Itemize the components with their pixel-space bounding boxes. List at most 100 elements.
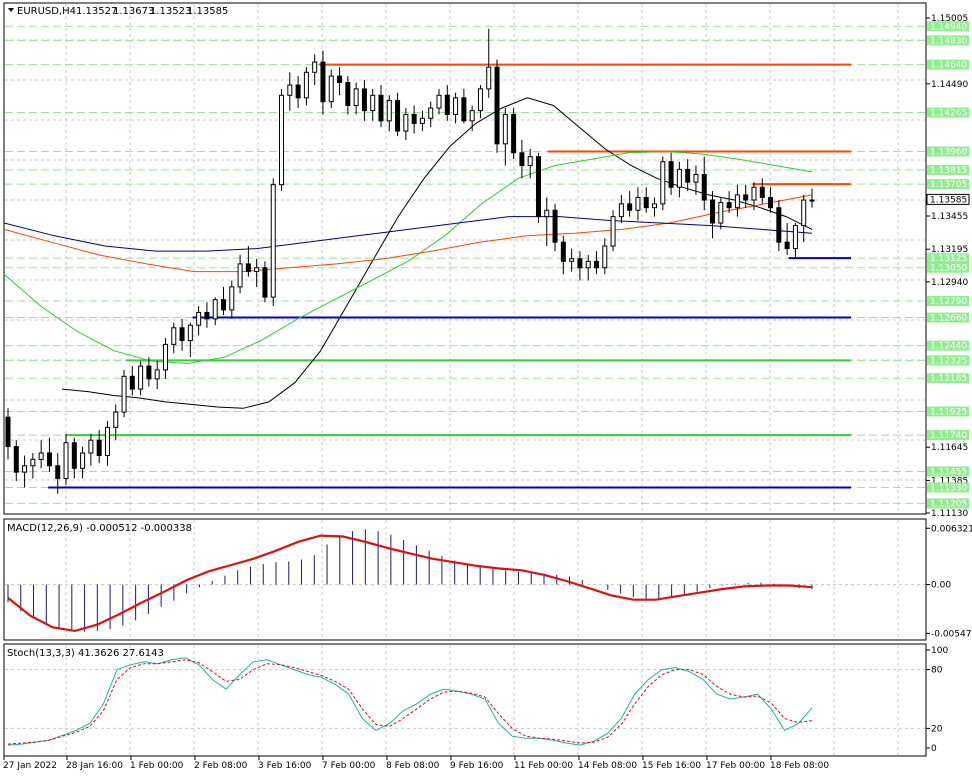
macd-label: MACD(12,26,9) -0.000512 -0.000338 xyxy=(7,523,192,534)
candle-body xyxy=(96,439,102,457)
symbol-label: EURUSD,H4 xyxy=(17,6,76,17)
candle-body xyxy=(560,241,566,262)
candle-body xyxy=(71,442,77,469)
x-tick-label: 8 Feb 08:00 xyxy=(386,761,440,771)
ohlc-high: 1.13673 xyxy=(113,6,154,17)
macd-pane: 0.006321 0.00 -0.005476 MACD(12,26,9) -0.0… xyxy=(3,518,972,641)
candle-body xyxy=(320,61,326,103)
y-tick-label: 0 xyxy=(931,744,937,754)
level-tag xyxy=(927,35,969,46)
ma-navy xyxy=(3,216,813,252)
y-tick-label: -0.005476 xyxy=(931,629,972,639)
x-tick-label: 17 Feb 00:00 xyxy=(706,761,765,771)
level-tag-label: 1.13050 xyxy=(930,264,967,274)
level-tag xyxy=(927,430,969,441)
candle-body xyxy=(146,365,152,380)
level-tag xyxy=(927,59,969,70)
candle-body xyxy=(328,75,334,103)
level-tag-label: 1.12660 xyxy=(930,314,967,324)
candle-body xyxy=(801,199,807,227)
level-tag xyxy=(927,179,969,190)
level-tag-label: 1.11330 xyxy=(930,483,967,493)
candle-body xyxy=(403,113,409,132)
candle-body xyxy=(279,94,285,186)
main-pane: 1.15005 1.14490 1.13455 1.13195 1.12940 1.116… xyxy=(3,2,970,519)
candle-body xyxy=(535,156,541,218)
candle-body xyxy=(618,203,624,218)
time-axis: 27 Jan 2022 28 Jan 16:00 1 Feb 00:00 2 Feb … xyxy=(3,756,829,771)
level-tag-label: 1.11740 xyxy=(930,431,967,441)
level-tag xyxy=(927,146,969,157)
candle-body xyxy=(187,324,193,342)
candle-body xyxy=(734,194,740,209)
level-tag xyxy=(927,406,969,417)
x-tick-label: 7 Feb 00:00 xyxy=(322,761,376,771)
x-tick-label: 14 Feb 08:00 xyxy=(578,761,637,771)
macd-signal-line xyxy=(7,534,813,633)
candle-body xyxy=(428,107,434,119)
candle-body xyxy=(337,75,343,84)
candle-body xyxy=(386,99,392,122)
y-tick-label: 0.006321 xyxy=(931,524,972,534)
candle-body xyxy=(502,113,508,145)
candle-body xyxy=(287,84,293,96)
candle-body xyxy=(552,209,558,243)
stoch-signal xyxy=(7,659,813,745)
candlesticks xyxy=(5,28,815,494)
stoch-label: Stoch(13,3,3) 41.3626 27.6143 xyxy=(7,648,164,659)
level-tag xyxy=(927,21,969,32)
candle-body xyxy=(652,203,658,209)
level-tag-label: 1.13815 xyxy=(930,166,967,176)
candle-body xyxy=(295,84,301,99)
y-tick-label: 100 xyxy=(931,646,948,656)
stoch-axis: 100 80 20 0 xyxy=(926,646,948,754)
y-tick-label: 1.11385 xyxy=(931,476,968,486)
candle-body xyxy=(212,299,218,320)
candle-body xyxy=(179,327,185,342)
candle-body xyxy=(693,173,699,183)
candle-body xyxy=(776,207,782,243)
candle-body xyxy=(221,299,227,311)
candle-body xyxy=(668,161,674,188)
candle-body xyxy=(245,263,251,273)
candle-body xyxy=(469,110,475,122)
level-tag-label: 1.12440 xyxy=(930,342,967,352)
stoch-pane-frame xyxy=(3,643,927,757)
level-tag xyxy=(927,165,969,176)
candle-body xyxy=(204,311,210,320)
candle-body xyxy=(593,260,599,269)
candle-body xyxy=(38,452,44,460)
y-tick-label: 1.13455 xyxy=(931,212,968,222)
candle-body xyxy=(63,442,69,480)
candle-body xyxy=(262,267,268,298)
candle-body xyxy=(627,203,633,211)
candle-body xyxy=(726,202,732,209)
level-tag-label: 1.11205 xyxy=(930,499,967,509)
candle-body xyxy=(395,99,401,132)
candle-body xyxy=(784,241,790,250)
moving-averages xyxy=(3,97,813,409)
candle-body xyxy=(138,365,144,390)
level-tag xyxy=(927,482,969,493)
x-tick-label: 15 Feb 16:00 xyxy=(642,761,701,771)
dropdown-triangle-icon[interactable] xyxy=(8,8,14,12)
candle-body xyxy=(544,209,550,218)
level-tag xyxy=(927,253,969,264)
candle-body xyxy=(585,260,591,269)
ma-green xyxy=(3,150,813,365)
candle-body xyxy=(477,88,483,112)
candle-body xyxy=(13,446,19,473)
y-tick-label: 1.11645 xyxy=(931,443,968,453)
candle-body xyxy=(121,375,127,413)
candle-body xyxy=(154,369,160,380)
candle-body xyxy=(635,196,641,211)
y-tick-label: 0.00 xyxy=(931,581,951,591)
macd-grid xyxy=(5,520,925,639)
y-tick-label: 1.12940 xyxy=(931,278,968,288)
candle-body xyxy=(610,216,616,247)
ma-black xyxy=(61,97,813,409)
candle-body xyxy=(527,156,533,167)
price-tag-label: 1.13585 xyxy=(930,195,967,205)
x-tick-label: 2 Feb 08:00 xyxy=(194,761,248,771)
